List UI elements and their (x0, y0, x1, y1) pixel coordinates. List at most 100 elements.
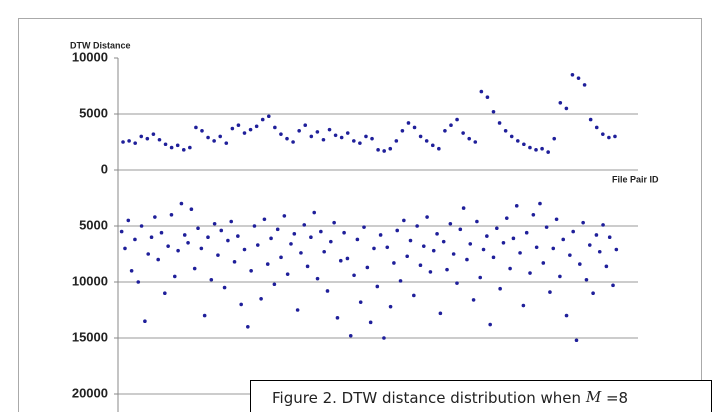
point (289, 242, 293, 246)
point (518, 251, 522, 255)
point (479, 89, 484, 94)
point (368, 320, 373, 325)
point (467, 136, 472, 141)
y-tick-label: 0 (101, 161, 108, 176)
point (199, 246, 204, 251)
point (570, 73, 575, 77)
point (495, 226, 499, 231)
point (272, 282, 277, 287)
point (119, 229, 124, 234)
point (376, 148, 380, 152)
point (607, 235, 612, 239)
point (431, 248, 436, 253)
point (352, 273, 356, 278)
point (282, 214, 287, 218)
point (143, 319, 147, 324)
point (412, 125, 417, 130)
point (509, 134, 514, 139)
point (438, 311, 443, 316)
point (382, 149, 386, 153)
point (121, 140, 125, 144)
y-axis-label: DTW Distance (70, 40, 131, 50)
point (601, 223, 605, 227)
point (254, 124, 259, 129)
point (309, 134, 314, 139)
point (297, 129, 301, 133)
point (291, 140, 295, 144)
point (538, 201, 542, 206)
point (285, 136, 289, 141)
point (465, 257, 469, 262)
point (491, 255, 496, 260)
point (418, 263, 423, 268)
point (139, 224, 144, 228)
point (388, 146, 393, 151)
caption-box (250, 380, 712, 412)
point (133, 237, 137, 242)
point (601, 132, 605, 136)
caption-text: =8 (601, 389, 628, 407)
point (335, 316, 340, 320)
point (315, 276, 320, 281)
point (218, 134, 223, 139)
point (574, 338, 579, 343)
point (273, 125, 277, 130)
point (339, 135, 344, 140)
point (200, 129, 204, 133)
point (279, 255, 283, 260)
point (163, 291, 167, 296)
point (364, 134, 368, 139)
point (188, 145, 192, 150)
point (435, 232, 439, 236)
point (378, 233, 383, 237)
point (497, 121, 502, 125)
point (424, 139, 429, 143)
point (481, 247, 486, 252)
point (400, 129, 405, 133)
point (428, 270, 433, 274)
point (222, 285, 227, 290)
point (262, 217, 267, 222)
point (242, 247, 247, 252)
point (216, 253, 220, 257)
point (348, 333, 353, 338)
point (232, 260, 237, 264)
point (151, 132, 156, 136)
point (181, 148, 186, 152)
point (392, 261, 396, 265)
point (611, 283, 615, 288)
point (209, 277, 214, 282)
caption-var: M (585, 388, 602, 406)
point (498, 286, 502, 291)
point (551, 246, 556, 251)
point (224, 141, 229, 145)
point (402, 218, 406, 223)
point (212, 221, 217, 226)
point (558, 274, 562, 279)
point (242, 131, 247, 135)
point (514, 204, 519, 208)
point (186, 241, 190, 245)
point (305, 264, 310, 269)
point (468, 242, 473, 246)
point (415, 224, 419, 228)
point (322, 249, 326, 254)
point (372, 246, 376, 251)
point (196, 226, 200, 231)
point (206, 235, 210, 239)
point (192, 266, 197, 271)
point (541, 261, 546, 265)
point (578, 262, 582, 266)
point (534, 148, 538, 152)
point (127, 139, 131, 143)
point (166, 244, 170, 248)
point (312, 210, 317, 215)
point (159, 230, 164, 235)
point (534, 245, 539, 250)
point (485, 234, 489, 238)
point (591, 291, 595, 296)
point (614, 247, 619, 252)
point (319, 229, 323, 234)
point (564, 313, 569, 318)
point (358, 300, 363, 304)
